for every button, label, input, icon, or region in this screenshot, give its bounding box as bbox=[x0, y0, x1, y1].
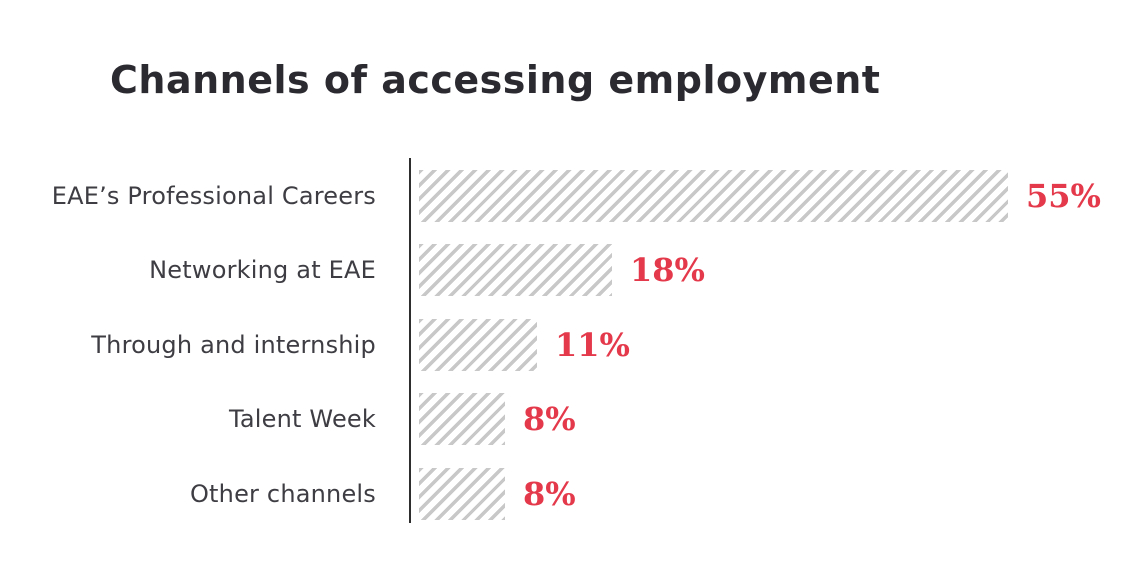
value-label: 55% bbox=[1026, 177, 1101, 215]
bar bbox=[419, 170, 1008, 222]
bar bbox=[419, 393, 505, 445]
bar-row: EAE’s Professional Careers 55% bbox=[0, 170, 1144, 222]
bar bbox=[419, 319, 537, 371]
category-label: EAE’s Professional Careers bbox=[51, 182, 376, 210]
bar-row: Other channels 8% bbox=[0, 468, 1144, 520]
bar bbox=[419, 468, 505, 520]
bar-row: Talent Week 8% bbox=[0, 393, 1144, 445]
bar-row: Networking at EAE 18% bbox=[0, 244, 1144, 296]
chart-title: Channels of accessing employment bbox=[110, 58, 881, 102]
value-label: 8% bbox=[523, 475, 576, 513]
value-label: 11% bbox=[555, 326, 630, 364]
category-label: Through and internship bbox=[91, 331, 376, 359]
category-label: Talent Week bbox=[228, 405, 376, 433]
bar bbox=[419, 244, 612, 296]
category-label: Other channels bbox=[189, 480, 376, 508]
y-axis-line bbox=[409, 158, 411, 523]
category-label: Networking at EAE bbox=[149, 256, 376, 284]
value-label: 8% bbox=[523, 400, 576, 438]
bar-row: Through and internship 11% bbox=[0, 319, 1144, 371]
value-label: 18% bbox=[630, 251, 705, 289]
